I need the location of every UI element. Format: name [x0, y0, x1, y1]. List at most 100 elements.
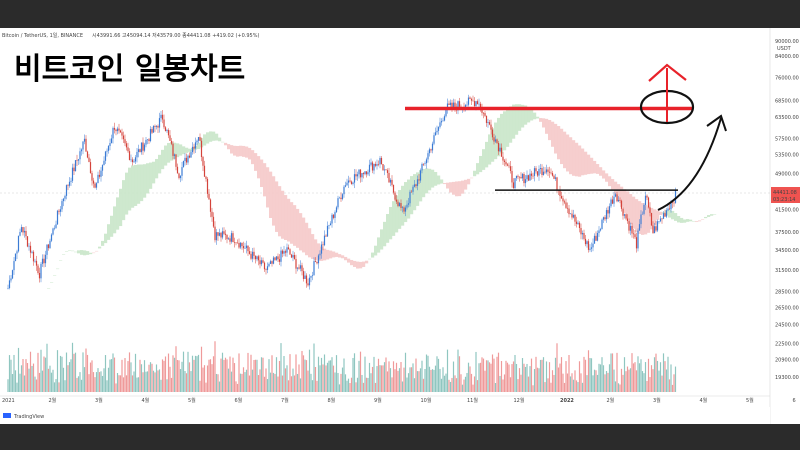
cloud-segment	[713, 214, 717, 215]
volume-bar	[641, 371, 644, 392]
volume-bar	[49, 365, 51, 392]
volume-bar	[523, 363, 525, 392]
candle-body	[181, 167, 183, 176]
cloud-segment	[554, 123, 558, 154]
cloud-segment	[491, 128, 495, 162]
candle-body	[430, 149, 432, 151]
time-tick-label: 2022	[560, 398, 574, 404]
volume-bar	[521, 358, 524, 392]
candle-body	[665, 210, 668, 217]
cloud-segment	[332, 251, 336, 258]
candle-body	[308, 277, 311, 286]
volume-bars	[7, 341, 677, 392]
candle-body	[227, 238, 230, 240]
candle-body	[335, 207, 338, 213]
volume-bar	[407, 373, 410, 392]
candle-body	[254, 255, 257, 260]
volume-bar	[134, 353, 137, 392]
cloud-segment	[419, 170, 423, 202]
candle-body	[89, 162, 92, 174]
volume-bar	[173, 357, 176, 392]
volume-bar	[98, 372, 101, 392]
candle-body	[317, 255, 320, 264]
candle-body	[256, 256, 258, 260]
volume-bar	[403, 367, 405, 392]
volume-bar	[206, 365, 209, 392]
candle-body	[364, 171, 366, 175]
volume-bar	[413, 378, 416, 392]
candle-body	[185, 157, 188, 163]
candle-body	[130, 159, 132, 161]
volume-bar	[568, 355, 570, 392]
candle-body	[478, 103, 480, 105]
candle-body	[224, 233, 227, 235]
candle-body	[229, 238, 231, 242]
volume-bar	[430, 369, 432, 392]
candle-body	[11, 270, 14, 279]
cloud-segment	[680, 217, 684, 223]
candle-body	[251, 251, 254, 259]
candle-body	[377, 164, 380, 165]
candle-body	[443, 116, 446, 121]
volume-bar	[341, 367, 344, 392]
volume-bar	[556, 343, 558, 392]
candle-body	[43, 258, 45, 264]
candle-body	[467, 97, 470, 105]
candle-body	[436, 130, 438, 133]
cloud-segment	[272, 176, 276, 226]
candle-body	[265, 269, 267, 270]
volume-bar	[256, 359, 258, 392]
cloud-segment	[596, 164, 600, 174]
volume-bar	[37, 352, 39, 392]
cloud-segment	[497, 117, 501, 157]
candle-body	[124, 139, 126, 144]
cloud-segment	[539, 118, 543, 122]
cloud-segment	[215, 133, 219, 141]
candle-body	[656, 221, 659, 231]
candle-body	[167, 130, 170, 136]
candle-body	[359, 169, 362, 178]
volume-bar	[170, 377, 173, 392]
volume-bar	[655, 353, 657, 392]
candle-body	[68, 181, 71, 186]
volume-bar	[652, 369, 654, 392]
volume-bar	[299, 378, 302, 392]
candle-body	[499, 147, 501, 152]
candle-body	[217, 232, 219, 236]
candle-body	[476, 101, 479, 105]
cloud-segment	[368, 258, 372, 260]
volume-bar	[376, 366, 378, 392]
volume-bar	[29, 351, 32, 392]
candle-body	[641, 213, 644, 215]
candle-body	[475, 101, 477, 107]
candle-body	[94, 183, 96, 188]
candle-body	[577, 222, 579, 224]
volume-bar	[458, 356, 461, 392]
candle-body	[547, 169, 549, 172]
candle-body	[586, 241, 588, 245]
candle-body	[115, 129, 117, 132]
candle-body	[409, 191, 411, 204]
candle-body	[581, 233, 584, 235]
candle-body	[275, 256, 278, 260]
candle-body	[127, 147, 129, 152]
cloud-segment	[77, 250, 81, 254]
candle-body	[292, 255, 294, 258]
cloud-segment	[431, 169, 435, 188]
candle-body	[413, 184, 416, 187]
candle-body	[626, 218, 629, 222]
volume-bar	[64, 380, 66, 392]
volume-bar	[332, 365, 335, 392]
cloud-segment	[623, 189, 627, 214]
cloud-segment	[179, 144, 183, 156]
price-tick-label: 57500.00	[775, 137, 799, 143]
candle-body	[550, 172, 552, 174]
candle-body	[235, 242, 237, 244]
volume-bar	[361, 374, 363, 392]
volume-bar	[653, 357, 656, 392]
candle-body	[596, 233, 599, 241]
candle-body	[253, 251, 255, 256]
volume-bar	[545, 361, 548, 392]
cloud-segment	[173, 142, 177, 159]
